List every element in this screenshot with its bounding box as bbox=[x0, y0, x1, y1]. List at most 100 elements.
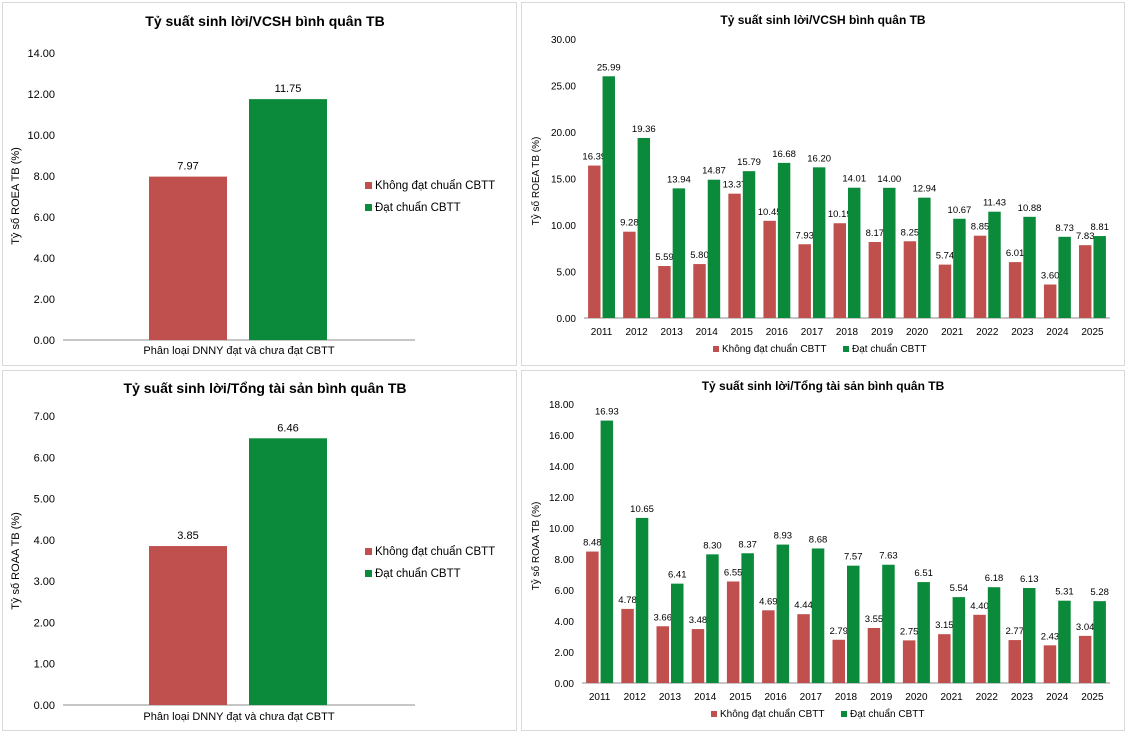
y-tick-label: 4.00 bbox=[34, 535, 55, 547]
y-tick-label: 14.00 bbox=[27, 48, 55, 60]
legend-swatch-meeting bbox=[843, 346, 849, 352]
bar-not-meeting-2024 bbox=[1043, 645, 1057, 683]
chart-panel-roea-yearly: Tỷ suất sinh lời/VCSH bình quân TB Tỷ số … bbox=[521, 2, 1125, 366]
y-tick-label: 2.00 bbox=[34, 294, 55, 306]
data-label: 6.46 bbox=[277, 422, 298, 434]
bar-not-meeting-2017 bbox=[797, 614, 810, 683]
chart-panel-roaa-yearly: Tỷ suất sinh lời/Tổng tài sản bình quân … bbox=[521, 370, 1125, 731]
x-tick-label: 2019 bbox=[870, 692, 893, 703]
chart-title: Tỷ suất sinh lời/VCSH bình quân TB bbox=[720, 13, 926, 27]
data-label: 5.80 bbox=[690, 250, 709, 261]
data-label: 3.85 bbox=[177, 530, 198, 542]
x-tick-label: 2014 bbox=[696, 327, 719, 338]
data-label: 25.99 bbox=[597, 62, 621, 73]
bar-not-meeting-2015 bbox=[728, 193, 741, 318]
x-tick-label: 2014 bbox=[694, 692, 717, 703]
legend-label-meeting: Đạt chuẩn CBTT bbox=[850, 708, 924, 720]
bar-not-meeting-2018 bbox=[832, 639, 845, 683]
y-tick-label: 16.00 bbox=[549, 431, 574, 442]
data-label: 8.68 bbox=[809, 534, 828, 545]
bar-not-meeting-2025 bbox=[1079, 245, 1092, 318]
bar-not-meeting-2019 bbox=[868, 242, 882, 318]
legend-swatch-not-meeting bbox=[711, 711, 717, 717]
bar-meeting bbox=[249, 438, 327, 705]
bar-meeting-2017 bbox=[811, 548, 825, 683]
data-label: 13.37 bbox=[723, 180, 747, 191]
bar-meeting-2020 bbox=[918, 197, 931, 318]
data-label: 12.94 bbox=[912, 184, 936, 195]
x-tick-label: 2011 bbox=[591, 327, 613, 338]
bar-not-meeting-2012 bbox=[623, 231, 636, 318]
data-label: 2.75 bbox=[900, 626, 919, 637]
bar-meeting-2019 bbox=[882, 564, 895, 683]
data-label: 6.51 bbox=[914, 568, 933, 579]
bar-not-meeting-2023 bbox=[1008, 640, 1021, 683]
legend-swatch-meeting bbox=[841, 711, 847, 717]
data-label: 16.68 bbox=[772, 149, 796, 160]
bar-meeting-2025 bbox=[1093, 601, 1106, 683]
y-tick-label: 8.00 bbox=[34, 171, 55, 183]
data-label: 11.43 bbox=[983, 198, 1006, 209]
data-label: 8.73 bbox=[1055, 223, 1074, 234]
data-label: 2.43 bbox=[1041, 631, 1060, 642]
data-label: 6.01 bbox=[1006, 248, 1025, 259]
chart-panel-roaa-summary: Tỷ suất sinh lời/Tổng tài sản bình quân … bbox=[2, 370, 517, 731]
data-label: 14.87 bbox=[702, 166, 726, 177]
y-axis-label: Tỷ số ROEA TB (%) bbox=[10, 147, 22, 245]
data-label: 3.66 bbox=[654, 612, 673, 623]
data-label: 13.94 bbox=[667, 174, 691, 185]
y-tick-label: 8.00 bbox=[555, 555, 575, 566]
y-axis-label: Tỷ số ROEA TB (%) bbox=[530, 137, 542, 226]
chart-roea-yearly: Tỷ suất sinh lời/VCSH bình quân TB Tỷ số … bbox=[530, 13, 1110, 355]
bar-not-meeting-2025 bbox=[1078, 635, 1092, 683]
legend-label-not-meeting: Không đạt chuẩn CBTT bbox=[722, 343, 827, 355]
bar-meeting-2011 bbox=[602, 76, 615, 318]
data-label: 8.17 bbox=[866, 228, 885, 239]
y-tick-label: 10.00 bbox=[27, 130, 55, 142]
x-tick-label: 2024 bbox=[1046, 692, 1069, 703]
bar-meeting-2024 bbox=[1058, 236, 1071, 318]
x-tick-label: 2025 bbox=[1081, 692, 1104, 703]
x-tick-label: 2022 bbox=[976, 327, 999, 338]
bar-not-meeting-2016 bbox=[763, 220, 776, 318]
bar-not-meeting-2020 bbox=[902, 640, 916, 683]
bar-not-meeting-2020 bbox=[903, 241, 917, 318]
legend-swatch-not-meeting bbox=[365, 182, 372, 189]
y-tick-label: 2.00 bbox=[555, 648, 575, 659]
bar-meeting-2021 bbox=[953, 218, 966, 318]
data-label: 3.48 bbox=[689, 615, 708, 626]
chart-panel-roea-summary: Tỷ suất sinh lời/VCSH bình quân TB Tỷ số … bbox=[2, 2, 517, 366]
x-tick-label: 2015 bbox=[731, 327, 754, 338]
data-label: 10.19 bbox=[828, 209, 852, 220]
bar-meeting-2025 bbox=[1093, 236, 1106, 318]
chart-roea-summary: Tỷ suất sinh lời/VCSH bình quân TB Tỷ số … bbox=[10, 13, 495, 357]
data-label: 6.18 bbox=[985, 573, 1004, 584]
bar-meeting-2018 bbox=[847, 565, 860, 683]
x-tick-label: 2021 bbox=[940, 692, 963, 703]
bar-meeting-2022 bbox=[987, 587, 1001, 683]
x-tick-label: 2025 bbox=[1081, 327, 1104, 338]
data-label: 4.78 bbox=[618, 595, 637, 606]
data-label: 3.60 bbox=[1041, 271, 1060, 282]
bar-not-meeting-2023 bbox=[1008, 262, 1022, 318]
y-tick-label: 5.00 bbox=[34, 494, 55, 506]
legend-label-meeting: Đạt chuẩn CBTT bbox=[375, 202, 461, 214]
x-tick-label: 2018 bbox=[836, 327, 859, 338]
data-label: 5.59 bbox=[655, 252, 674, 263]
x-tick-label: 2019 bbox=[871, 327, 894, 338]
data-label: 10.88 bbox=[1018, 203, 1042, 214]
y-tick-label: 0.00 bbox=[34, 335, 55, 347]
y-tick-label: 0.00 bbox=[34, 700, 55, 712]
chart-roaa-summary: Tỷ suất sinh lời/Tổng tài sản bình quân … bbox=[10, 380, 495, 723]
data-label: 6.13 bbox=[1020, 574, 1039, 585]
legend-label-not-meeting: Không đạt chuẩn CBTT bbox=[375, 180, 495, 192]
legend-swatch-not-meeting bbox=[713, 346, 719, 352]
bar-not-meeting-2018 bbox=[833, 223, 846, 318]
bar-meeting-2013 bbox=[672, 188, 686, 318]
data-label: 2.79 bbox=[830, 626, 849, 637]
bar-meeting-2012 bbox=[637, 137, 651, 318]
bar-not-meeting-2019 bbox=[867, 627, 881, 683]
chart-roaa-yearly: Tỷ suất sinh lời/Tổng tài sản bình quân … bbox=[530, 379, 1110, 720]
bar-meeting-2012 bbox=[635, 517, 649, 683]
data-label: 14.01 bbox=[842, 174, 866, 185]
